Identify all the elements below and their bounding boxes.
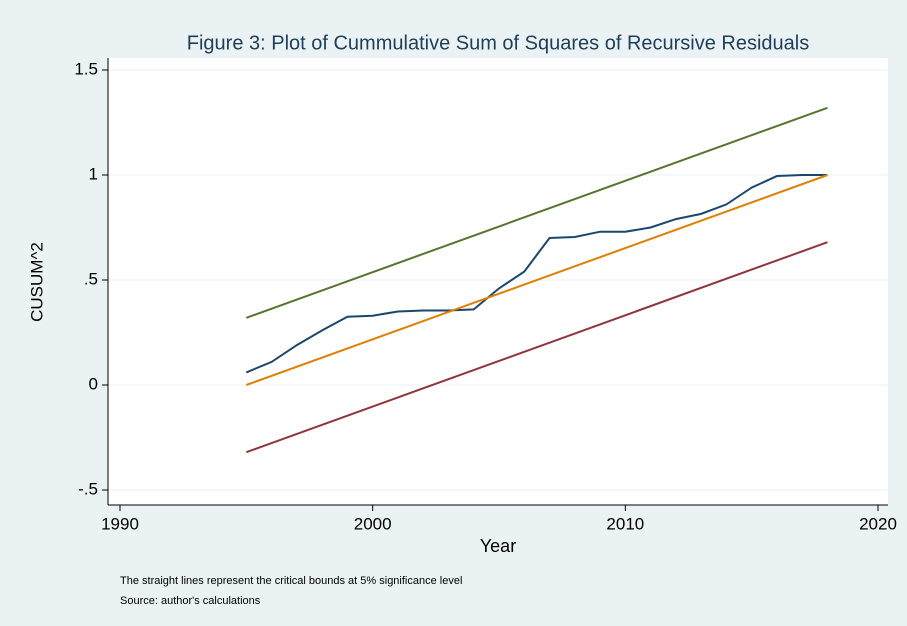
note: Source: author's calculations <box>120 595 261 607</box>
y-tick-label: 0 <box>89 374 98 393</box>
series-line <box>245 174 828 386</box>
y-axis-label: CUSUM^2 <box>27 242 46 322</box>
y-tick-label: 1 <box>89 164 98 183</box>
chart-title: Figure 3: Plot of Cummulative Sum of Squ… <box>187 32 810 54</box>
x-tick-label: 2020 <box>859 514 897 533</box>
y-tick-label: -.5 <box>78 479 98 498</box>
x-axis-label: Year <box>480 536 516 556</box>
x-tick-label: 2000 <box>354 514 392 533</box>
plot-area <box>108 58 888 505</box>
x-tick-label: 1990 <box>101 514 139 533</box>
series-line <box>245 241 828 454</box>
y-tick-label: .5 <box>84 269 98 288</box>
series-line <box>245 174 828 374</box>
x-tick-label: 2010 <box>606 514 644 533</box>
y-tick-label: 1.5 <box>74 59 98 78</box>
note: The straight lines represent the critica… <box>120 575 462 587</box>
series-line <box>245 106 828 319</box>
